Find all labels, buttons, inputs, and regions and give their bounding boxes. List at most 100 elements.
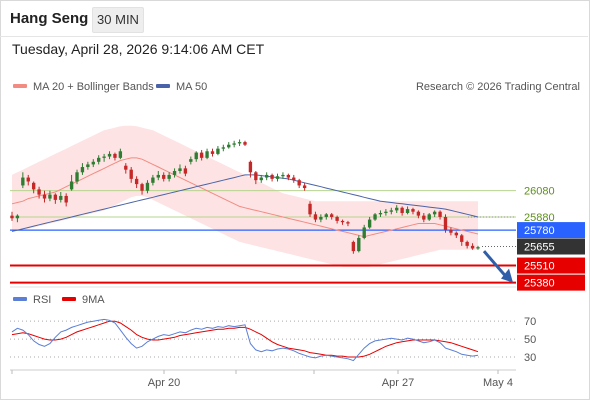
candlesticks <box>10 139 480 254</box>
candle <box>254 170 258 185</box>
level-tag-label: 25380 <box>524 278 555 290</box>
candle <box>102 153 106 162</box>
candle <box>134 176 139 189</box>
candle-body <box>172 170 177 175</box>
candle-body <box>346 222 350 224</box>
candle <box>286 173 291 181</box>
candle <box>91 159 95 168</box>
level-tag-box <box>517 222 585 239</box>
candle-body <box>15 215 20 219</box>
candle <box>422 213 426 223</box>
x-tick-label: May 4 <box>483 377 513 389</box>
target-arrow-head <box>501 268 513 283</box>
candle-body <box>91 161 95 165</box>
candle <box>151 174 155 186</box>
candle-body <box>438 211 442 217</box>
candle <box>427 213 431 221</box>
candle-body <box>37 189 41 195</box>
header-divider <box>0 36 588 37</box>
candle <box>259 174 263 183</box>
bollinger-bands <box>12 125 478 267</box>
candle <box>378 210 383 217</box>
candle-body <box>237 142 242 144</box>
candle <box>330 213 334 220</box>
candle-body <box>286 174 291 178</box>
candle-body <box>460 235 464 242</box>
credit-text: Research © 2026 Trading Central <box>416 81 580 93</box>
level-tag-label: 25880 <box>524 212 555 224</box>
candle <box>405 206 410 215</box>
candle <box>351 240 356 254</box>
candle-body <box>254 172 258 181</box>
rsi-tick-50: 50 <box>524 334 536 346</box>
candle-body <box>21 177 25 186</box>
candle-body <box>367 219 372 228</box>
candle-body <box>389 210 393 212</box>
candle-body <box>140 184 144 191</box>
candle <box>367 216 372 229</box>
candle-body <box>118 151 123 158</box>
level-tag-label: 25780 <box>524 225 555 237</box>
candle <box>449 227 453 236</box>
candle-body <box>31 182 36 190</box>
candle-body <box>69 181 74 190</box>
candle <box>438 210 442 220</box>
candle <box>21 172 25 189</box>
report-datetime: Tuesday, April 28, 2026 9:14:06 AM CET <box>12 41 265 57</box>
rsi-panel: 70 50 30 <box>10 316 536 364</box>
candle-body <box>48 194 52 199</box>
level-tag-label: 25655 <box>524 242 555 254</box>
x-tick-label: Apr 20 <box>148 377 180 389</box>
candle-body <box>129 169 133 179</box>
candle <box>199 149 204 161</box>
candle-body <box>53 194 58 200</box>
rsi-tick-30: 30 <box>524 352 536 364</box>
candle-body <box>259 177 263 181</box>
candle <box>86 161 90 170</box>
candle-body <box>313 214 318 220</box>
candle-body <box>86 164 90 168</box>
candle-body <box>107 153 112 157</box>
candle-body <box>340 220 345 223</box>
candle <box>232 140 236 148</box>
candle-body <box>183 168 188 174</box>
candle-body <box>432 211 437 215</box>
candle-body <box>145 182 150 191</box>
candle-body <box>113 153 117 158</box>
candle-body <box>292 177 296 181</box>
candle <box>53 193 58 204</box>
candle <box>42 190 47 203</box>
timeframe-button[interactable]: 30 MIN <box>92 7 144 33</box>
candle-body <box>416 211 421 216</box>
candle-body <box>449 230 453 233</box>
candle <box>216 146 220 156</box>
candle <box>357 235 361 253</box>
candle-body <box>156 174 160 178</box>
candle <box>460 234 464 246</box>
candle <box>194 151 198 162</box>
candle-body <box>26 177 30 182</box>
candle-body <box>64 195 68 203</box>
candle <box>129 167 133 183</box>
candle <box>362 224 366 240</box>
candle-body <box>302 185 307 189</box>
candle-body <box>324 214 328 217</box>
level-tag-label: 26080 <box>524 186 555 198</box>
candle <box>140 182 144 195</box>
candle-body <box>330 214 334 217</box>
candle <box>340 219 345 225</box>
candle-body <box>75 172 79 182</box>
candle <box>237 139 242 147</box>
candle-body <box>248 161 253 173</box>
level-tag-box <box>517 238 585 255</box>
candle <box>443 214 448 233</box>
candle <box>281 172 285 179</box>
candle <box>346 220 350 227</box>
candle-body <box>102 156 106 158</box>
candle-body <box>178 168 182 171</box>
candle <box>162 172 166 182</box>
ma20-legend-swatch <box>13 84 27 88</box>
candle-body <box>427 214 431 220</box>
candle-body <box>422 215 426 220</box>
